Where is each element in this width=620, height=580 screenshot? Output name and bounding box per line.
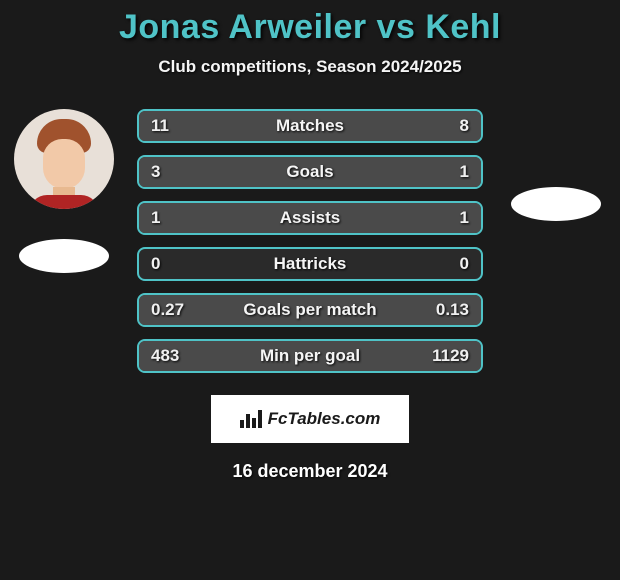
player-right-col	[501, 109, 611, 221]
subtitle: Club competitions, Season 2024/2025	[0, 57, 620, 77]
stat-row: 483Min per goal1129	[137, 339, 483, 373]
stat-value-right: 0.13	[421, 300, 481, 320]
stat-value-right: 1	[421, 208, 481, 228]
stat-value-left: 11	[139, 116, 199, 136]
page-title: Jonas Arweiler vs Kehl	[0, 8, 620, 47]
main-row: 11Matches83Goals11Assists10Hattricks00.2…	[0, 109, 620, 373]
stat-value-left: 483	[139, 346, 199, 366]
stat-label: Hattricks	[199, 254, 421, 274]
stat-value-right: 8	[421, 116, 481, 136]
stat-label: Assists	[199, 208, 421, 228]
stat-row: 0Hattricks0	[137, 247, 483, 281]
stat-value-left: 1	[139, 208, 199, 228]
stat-value-right: 1129	[421, 346, 481, 366]
stat-value-left: 0.27	[139, 300, 199, 320]
stat-label: Goals per match	[199, 300, 421, 320]
stat-row: 3Goals1	[137, 155, 483, 189]
player-left-col	[9, 109, 119, 273]
player-left-team-logo	[19, 239, 109, 273]
stat-label: Goals	[199, 162, 421, 182]
brand-text: FcTables.com	[268, 409, 381, 429]
player-left-avatar	[14, 109, 114, 209]
stat-value-right: 1	[421, 162, 481, 182]
brand-badge: FcTables.com	[211, 395, 409, 443]
stat-row: 0.27Goals per match0.13	[137, 293, 483, 327]
stat-row: 11Matches8	[137, 109, 483, 143]
date-text: 16 december 2024	[0, 461, 620, 482]
stat-label: Min per goal	[199, 346, 421, 366]
stat-value-left: 0	[139, 254, 199, 274]
player-right-team-logo	[511, 187, 601, 221]
stat-label: Matches	[199, 116, 421, 136]
bar-chart-icon	[240, 410, 262, 428]
stat-value-right: 0	[421, 254, 481, 274]
comparison-card: Jonas Arweiler vs Kehl Club competitions…	[0, 0, 620, 482]
stats-table: 11Matches83Goals11Assists10Hattricks00.2…	[137, 109, 483, 373]
player-left-portrait	[29, 119, 99, 209]
stat-value-left: 3	[139, 162, 199, 182]
stat-row: 1Assists1	[137, 201, 483, 235]
